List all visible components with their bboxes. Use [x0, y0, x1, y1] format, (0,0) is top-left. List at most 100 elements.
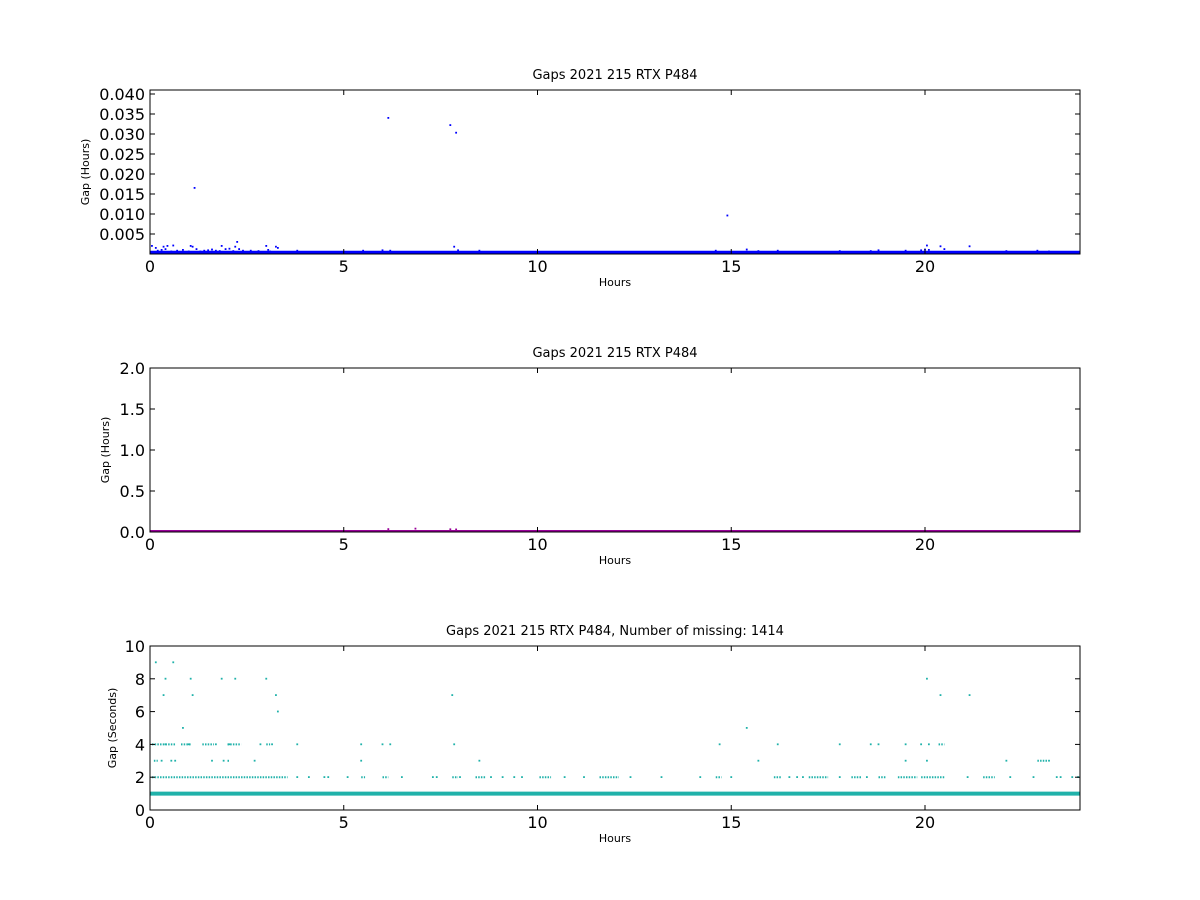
data-point	[164, 248, 167, 250]
y-axis-label: Gap (Hours)	[79, 139, 92, 206]
data-point	[757, 759, 760, 762]
data-point	[501, 776, 504, 778]
data-point	[164, 743, 167, 746]
data-point	[276, 247, 279, 249]
data-point	[699, 776, 702, 778]
data-point	[174, 759, 177, 762]
data-layer	[150, 661, 1080, 796]
data-point	[877, 249, 880, 252]
y-tick-label: 0.0	[120, 523, 145, 542]
data-point	[154, 661, 157, 664]
y-axis-label: Gap (Seconds)	[106, 688, 119, 769]
data-point	[187, 743, 190, 746]
data-point	[222, 759, 225, 762]
y-tick-label: 0.040	[99, 85, 145, 104]
y-tick-label: 0.015	[99, 185, 145, 204]
x-tick-label: 15	[721, 257, 741, 276]
data-point	[207, 249, 210, 252]
data-layer	[150, 117, 1080, 254]
data-point	[234, 245, 237, 248]
data-point	[412, 251, 415, 253]
data-point	[307, 776, 310, 778]
data-point	[1048, 759, 1050, 762]
data-point	[238, 248, 241, 250]
axes-frame	[149, 89, 1081, 255]
x-axis-label: Hours	[599, 832, 631, 845]
y-tick-label: 1.5	[120, 400, 145, 419]
data-point	[400, 776, 403, 778]
data-point	[478, 759, 481, 762]
data-point	[387, 528, 390, 531]
y-tick-label: 2	[135, 768, 145, 787]
x-axis-label: Hours	[599, 554, 631, 567]
data-point	[224, 248, 227, 250]
data-point	[257, 250, 260, 252]
data-point	[360, 743, 363, 746]
x-axis-label: Hours	[599, 276, 631, 289]
data-point	[220, 677, 223, 680]
data-point	[1055, 776, 1058, 778]
data-point	[214, 249, 217, 252]
data-point	[203, 249, 206, 252]
data-point	[788, 776, 791, 778]
data-point	[191, 694, 194, 696]
data-point	[939, 245, 942, 248]
data-point	[160, 759, 163, 762]
data-point	[191, 245, 194, 248]
x-tick-label: 15	[721, 813, 741, 832]
y-tick-label: 0.035	[99, 105, 145, 124]
axes-frame	[149, 645, 1081, 811]
data-point	[362, 249, 365, 252]
data-point	[166, 245, 169, 247]
data-point	[189, 245, 192, 247]
x-tick-label: 20	[915, 257, 935, 276]
x-tick-label: 10	[527, 535, 547, 554]
data-point	[242, 249, 244, 252]
data-point	[182, 249, 184, 251]
data-point	[228, 247, 231, 250]
data-point	[490, 776, 492, 778]
data-point	[629, 776, 632, 778]
y-axis-label: Gap (Hours)	[99, 417, 112, 484]
data-point	[271, 743, 273, 746]
data-point	[414, 527, 417, 530]
data-point	[346, 776, 349, 778]
y-tick-label: 2.0	[120, 359, 145, 378]
data-point	[776, 743, 779, 746]
y-tick-label: 4	[135, 735, 145, 754]
data-point	[583, 776, 585, 778]
data-point	[1009, 776, 1012, 778]
data-point	[269, 250, 272, 253]
data-point	[457, 249, 459, 252]
data-point	[455, 528, 458, 531]
y-tick-label: 0.025	[99, 145, 145, 164]
data-layer	[150, 527, 1080, 532]
plot-title: Gaps 2021 215 RTX P484	[532, 346, 697, 361]
data-point	[926, 244, 928, 247]
plot-title: Gaps 2021 215 RTX P484	[532, 68, 697, 83]
data-point	[449, 124, 452, 126]
data-point	[904, 249, 907, 252]
x-tick-label: 20	[915, 535, 935, 554]
data-point	[162, 694, 165, 696]
y-tick-label: 0.030	[99, 125, 145, 144]
data-point	[236, 241, 239, 243]
subplot-1: Gaps 2021 215 RTX P484 0 5 10 15 20 0.0050.010…	[79, 68, 1081, 289]
data-point	[1005, 759, 1008, 762]
data-point	[234, 677, 237, 680]
data-point	[513, 776, 516, 778]
data-point	[1048, 250, 1050, 253]
x-tick-label: 0	[145, 813, 155, 832]
data-point	[164, 677, 167, 680]
data-point	[275, 694, 277, 696]
data-point	[170, 250, 173, 253]
data-point	[265, 677, 268, 680]
data-point	[453, 743, 456, 746]
data-point	[1071, 776, 1074, 778]
data-point	[172, 244, 175, 247]
data-point	[1059, 776, 1062, 778]
data-point	[904, 759, 907, 762]
data-point	[757, 250, 760, 252]
subplot-3: Gaps 2021 215 RTX P484, Number of missin…	[106, 624, 1081, 845]
x-tick-label: 0	[145, 257, 155, 276]
